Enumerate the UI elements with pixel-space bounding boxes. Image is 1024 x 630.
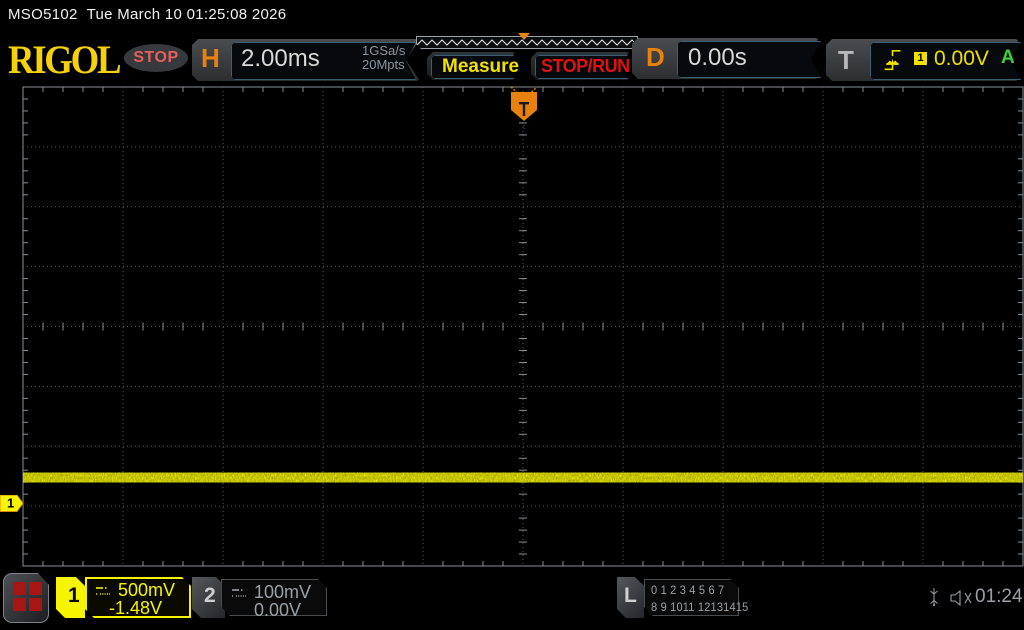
svg-text:1: 1: [7, 496, 14, 511]
